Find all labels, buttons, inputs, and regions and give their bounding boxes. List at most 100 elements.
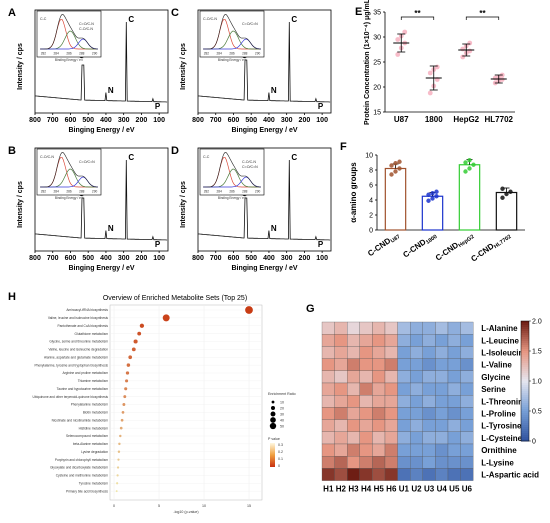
heatmap-cell — [447, 407, 461, 420]
row-label: L-Valine — [481, 361, 512, 370]
x-tick-label: 400 — [263, 255, 275, 262]
colorbar-segment — [521, 415, 529, 418]
heatmap-cell — [347, 468, 360, 481]
x-tick-label: 600 — [228, 255, 240, 262]
peak-label-n: N — [271, 86, 277, 95]
heatmap-cell — [347, 321, 360, 335]
data-point — [427, 90, 433, 96]
x-tick-label: 15 — [247, 504, 251, 508]
x-tick-label: 300 — [118, 255, 130, 262]
x-tick-label: 300 — [118, 117, 130, 124]
significance-bracket — [465, 16, 500, 20]
heatmap-cell — [422, 382, 436, 396]
significance-bracket — [400, 16, 435, 20]
pathway-point — [115, 490, 118, 493]
inset-tick-label: 288 — [242, 52, 248, 56]
x-tick-label: 1800 — [425, 115, 443, 124]
xps-panels: AONCP800700600500400300200100Binging Ene… — [8, 7, 332, 272]
colorbar-segment — [521, 339, 529, 342]
pathway-point — [120, 418, 124, 422]
colorbar-segment — [521, 393, 529, 396]
bar — [421, 195, 444, 231]
xps-panel-b: BONCP800700600500400300200100Binging Ene… — [8, 145, 169, 272]
x-tick-label: 700 — [210, 117, 222, 124]
y-tick-label: 20 — [373, 85, 381, 92]
pathway-label: Glycine, serine and threonine metabolism — [49, 340, 108, 344]
colorbar-segment — [521, 437, 529, 440]
legend-size-title: Enrichment Ratio — [268, 392, 296, 396]
heatmap-cell — [435, 334, 449, 347]
inset-peak-label: C-O/C-N — [203, 17, 217, 21]
heatmap-cell — [372, 370, 386, 384]
inset-peak-label: C-O/C-N — [40, 155, 54, 159]
heatmap-cell — [359, 358, 373, 371]
data-point — [508, 189, 513, 194]
heatmap-cell — [460, 358, 474, 371]
pathway-label: Taurine and hypotaurine metabolism — [57, 387, 109, 391]
colorbar-segment — [521, 355, 529, 358]
colorbar-tick-label: 2.0 — [532, 319, 542, 326]
heatmap-cell — [321, 346, 335, 359]
heatmap-cell — [359, 334, 373, 347]
heatmap-cell — [435, 443, 449, 457]
heatmap-cell — [347, 370, 360, 384]
colorbar-segment — [521, 405, 529, 408]
inset-x-label: Binding Energy / eV — [55, 58, 84, 62]
heatmap-cell — [397, 370, 411, 384]
data-point — [397, 166, 402, 171]
heatmap-cell — [447, 431, 461, 445]
heatmap-cell — [321, 370, 335, 384]
colorbar-segment — [521, 417, 529, 420]
colorbar-segment — [521, 383, 529, 386]
legend-size-dot — [270, 417, 276, 423]
x-tick-label: 600 — [228, 117, 240, 124]
inset-envelope — [203, 14, 261, 50]
heatmap-cell — [372, 468, 386, 481]
heatmap-cell — [435, 395, 449, 408]
inset-tick-label: 286 — [229, 52, 235, 56]
panel-g: G L-Alanine L-Leucine L-Isoleucine L-Valine G… — [306, 303, 542, 494]
spectrum-line — [34, 21, 168, 103]
y-tick-label: 0 — [369, 228, 373, 235]
x-tick-label: 200 — [299, 117, 311, 124]
x-tick-label: 800 — [29, 255, 41, 262]
heatmap-cell — [359, 431, 373, 445]
plot-frame — [197, 9, 332, 114]
legend-color-label: 0 — [278, 464, 280, 468]
colorbar-segment — [521, 365, 529, 368]
row-label: L-Lysine — [481, 458, 514, 467]
colorbar-segment — [521, 423, 529, 426]
colorbar-segment — [521, 389, 529, 392]
pathway-label: Phenylalanine metabolism — [71, 403, 109, 407]
colorbar-segment — [521, 419, 529, 422]
y-axis-label: α-amino groups — [349, 162, 358, 223]
xps-panel-a: AONCP800700600500400300200100Binging Ene… — [8, 7, 169, 134]
x-tick-label: 700 — [210, 255, 222, 262]
row-label: L-Cysteine — [481, 434, 522, 443]
row-label: Ornithine — [481, 446, 517, 455]
heatmap-cell — [447, 334, 461, 347]
heatmap-cell — [359, 443, 373, 457]
row-label: L-Alanine — [481, 324, 518, 333]
inset-tick-label: 282 — [204, 52, 210, 56]
row-label: L-Aspartic acid — [481, 471, 539, 480]
heatmap-cell — [347, 382, 360, 396]
colorbar-segment — [521, 329, 529, 332]
panel-label: A — [8, 7, 16, 19]
xps-panel-d: DONCP800700600500400300200100Binging Ene… — [171, 145, 332, 272]
column-label: U1 — [399, 485, 410, 494]
y-tick-label: 8 — [369, 168, 373, 175]
bar — [495, 191, 518, 231]
legend-size-dot — [270, 405, 276, 411]
heatmap-cell — [460, 382, 474, 396]
inset-tick-label: 282 — [41, 190, 47, 194]
colorbar-segment — [521, 357, 529, 360]
data-point — [500, 195, 505, 200]
y-tick-label: 35 — [373, 10, 381, 17]
heatmap-cell — [372, 395, 386, 408]
heatmap-cell — [347, 443, 360, 457]
heatmap-cell — [422, 443, 436, 457]
inset-peak-label: C=O/C-N — [79, 22, 94, 26]
